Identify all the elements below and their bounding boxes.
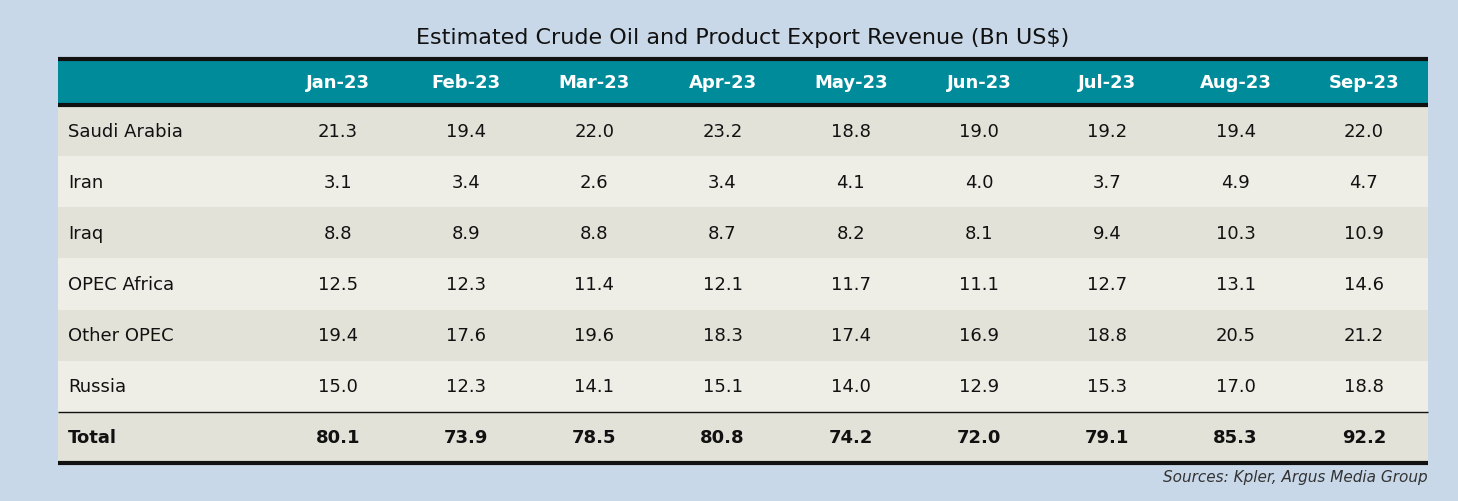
Text: 72.0: 72.0 (956, 428, 1002, 446)
Text: Estimated Crude Oil and Product Export Revenue (Bn US$): Estimated Crude Oil and Product Export R… (417, 28, 1070, 48)
Text: 12.1: 12.1 (703, 276, 742, 294)
Bar (58, 361, 1427, 412)
Text: 80.8: 80.8 (700, 428, 745, 446)
Text: May-23: May-23 (814, 74, 888, 92)
Text: 17.6: 17.6 (446, 327, 486, 345)
Text: 10.9: 10.9 (1344, 224, 1384, 242)
Text: Apr-23: Apr-23 (688, 74, 757, 92)
Text: 2.6: 2.6 (580, 173, 608, 191)
Text: 11.7: 11.7 (831, 276, 870, 294)
Text: Feb-23: Feb-23 (432, 74, 500, 92)
Text: 19.0: 19.0 (959, 122, 999, 140)
Text: 15.3: 15.3 (1088, 378, 1127, 395)
Text: 18.8: 18.8 (831, 122, 870, 140)
Text: 80.1: 80.1 (315, 428, 360, 446)
Bar (58, 106, 1427, 157)
Text: 12.7: 12.7 (1088, 276, 1127, 294)
Text: Other OPEC: Other OPEC (69, 327, 174, 345)
Text: 13.1: 13.1 (1216, 276, 1255, 294)
Text: 23.2: 23.2 (703, 122, 742, 140)
Text: 19.4: 19.4 (1216, 122, 1255, 140)
Text: 12.3: 12.3 (446, 378, 486, 395)
Text: Iran: Iran (69, 173, 104, 191)
Text: 9.4: 9.4 (1094, 224, 1121, 242)
Bar (58, 60, 1427, 106)
Text: 18.8: 18.8 (1344, 378, 1384, 395)
Text: 8.2: 8.2 (837, 224, 865, 242)
Bar (58, 157, 1427, 208)
Text: 12.5: 12.5 (318, 276, 357, 294)
Text: 4.0: 4.0 (965, 173, 993, 191)
Text: Saudi Arabia: Saudi Arabia (69, 122, 182, 140)
Text: 4.7: 4.7 (1350, 173, 1378, 191)
Text: 16.9: 16.9 (959, 327, 999, 345)
Text: 4.1: 4.1 (837, 173, 865, 191)
Text: Sep-23: Sep-23 (1328, 74, 1400, 92)
Text: 20.5: 20.5 (1216, 327, 1255, 345)
Text: 11.4: 11.4 (574, 276, 614, 294)
Text: 12.9: 12.9 (959, 378, 999, 395)
Text: 10.3: 10.3 (1216, 224, 1255, 242)
Text: 11.1: 11.1 (959, 276, 999, 294)
Text: 73.9: 73.9 (443, 428, 488, 446)
Text: Iraq: Iraq (69, 224, 104, 242)
Text: Jan-23: Jan-23 (306, 74, 370, 92)
Text: Jun-23: Jun-23 (946, 74, 1012, 92)
Text: 8.7: 8.7 (709, 224, 736, 242)
Text: 21.2: 21.2 (1344, 327, 1384, 345)
Text: 18.3: 18.3 (703, 327, 742, 345)
Text: 21.3: 21.3 (318, 122, 357, 140)
Text: 17.0: 17.0 (1216, 378, 1255, 395)
Text: 19.2: 19.2 (1088, 122, 1127, 140)
Text: 8.9: 8.9 (452, 224, 480, 242)
Text: Total: Total (69, 428, 117, 446)
Text: 3.7: 3.7 (1094, 173, 1121, 191)
Text: 19.6: 19.6 (574, 327, 614, 345)
Text: 78.5: 78.5 (572, 428, 617, 446)
Text: 85.3: 85.3 (1213, 428, 1258, 446)
Text: 18.8: 18.8 (1088, 327, 1127, 345)
Text: 3.4: 3.4 (452, 173, 480, 191)
Text: Sources: Kpler, Argus Media Group: Sources: Kpler, Argus Media Group (1163, 469, 1427, 484)
Text: 8.8: 8.8 (324, 224, 351, 242)
Text: 17.4: 17.4 (831, 327, 870, 345)
Text: 14.1: 14.1 (574, 378, 614, 395)
Bar (58, 412, 1427, 463)
Text: Mar-23: Mar-23 (558, 74, 630, 92)
Text: Aug-23: Aug-23 (1200, 74, 1271, 92)
Text: 19.4: 19.4 (446, 122, 486, 140)
Text: 14.6: 14.6 (1344, 276, 1384, 294)
Text: 12.3: 12.3 (446, 276, 486, 294)
Text: 4.9: 4.9 (1222, 173, 1250, 191)
Text: 3.4: 3.4 (709, 173, 736, 191)
Bar (58, 310, 1427, 361)
Text: 79.1: 79.1 (1085, 428, 1130, 446)
Text: Russia: Russia (69, 378, 127, 395)
Text: 14.0: 14.0 (831, 378, 870, 395)
Bar (58, 259, 1427, 310)
Text: 15.1: 15.1 (703, 378, 742, 395)
Text: 3.1: 3.1 (324, 173, 351, 191)
Bar (58, 208, 1427, 259)
Text: 92.2: 92.2 (1341, 428, 1387, 446)
Text: 22.0: 22.0 (1344, 122, 1384, 140)
Text: 8.8: 8.8 (580, 224, 608, 242)
Text: Jul-23: Jul-23 (1079, 74, 1136, 92)
Text: 8.1: 8.1 (965, 224, 993, 242)
Text: 22.0: 22.0 (574, 122, 614, 140)
Text: 19.4: 19.4 (318, 327, 357, 345)
Text: 15.0: 15.0 (318, 378, 357, 395)
Text: 74.2: 74.2 (828, 428, 873, 446)
Text: OPEC Africa: OPEC Africa (69, 276, 174, 294)
